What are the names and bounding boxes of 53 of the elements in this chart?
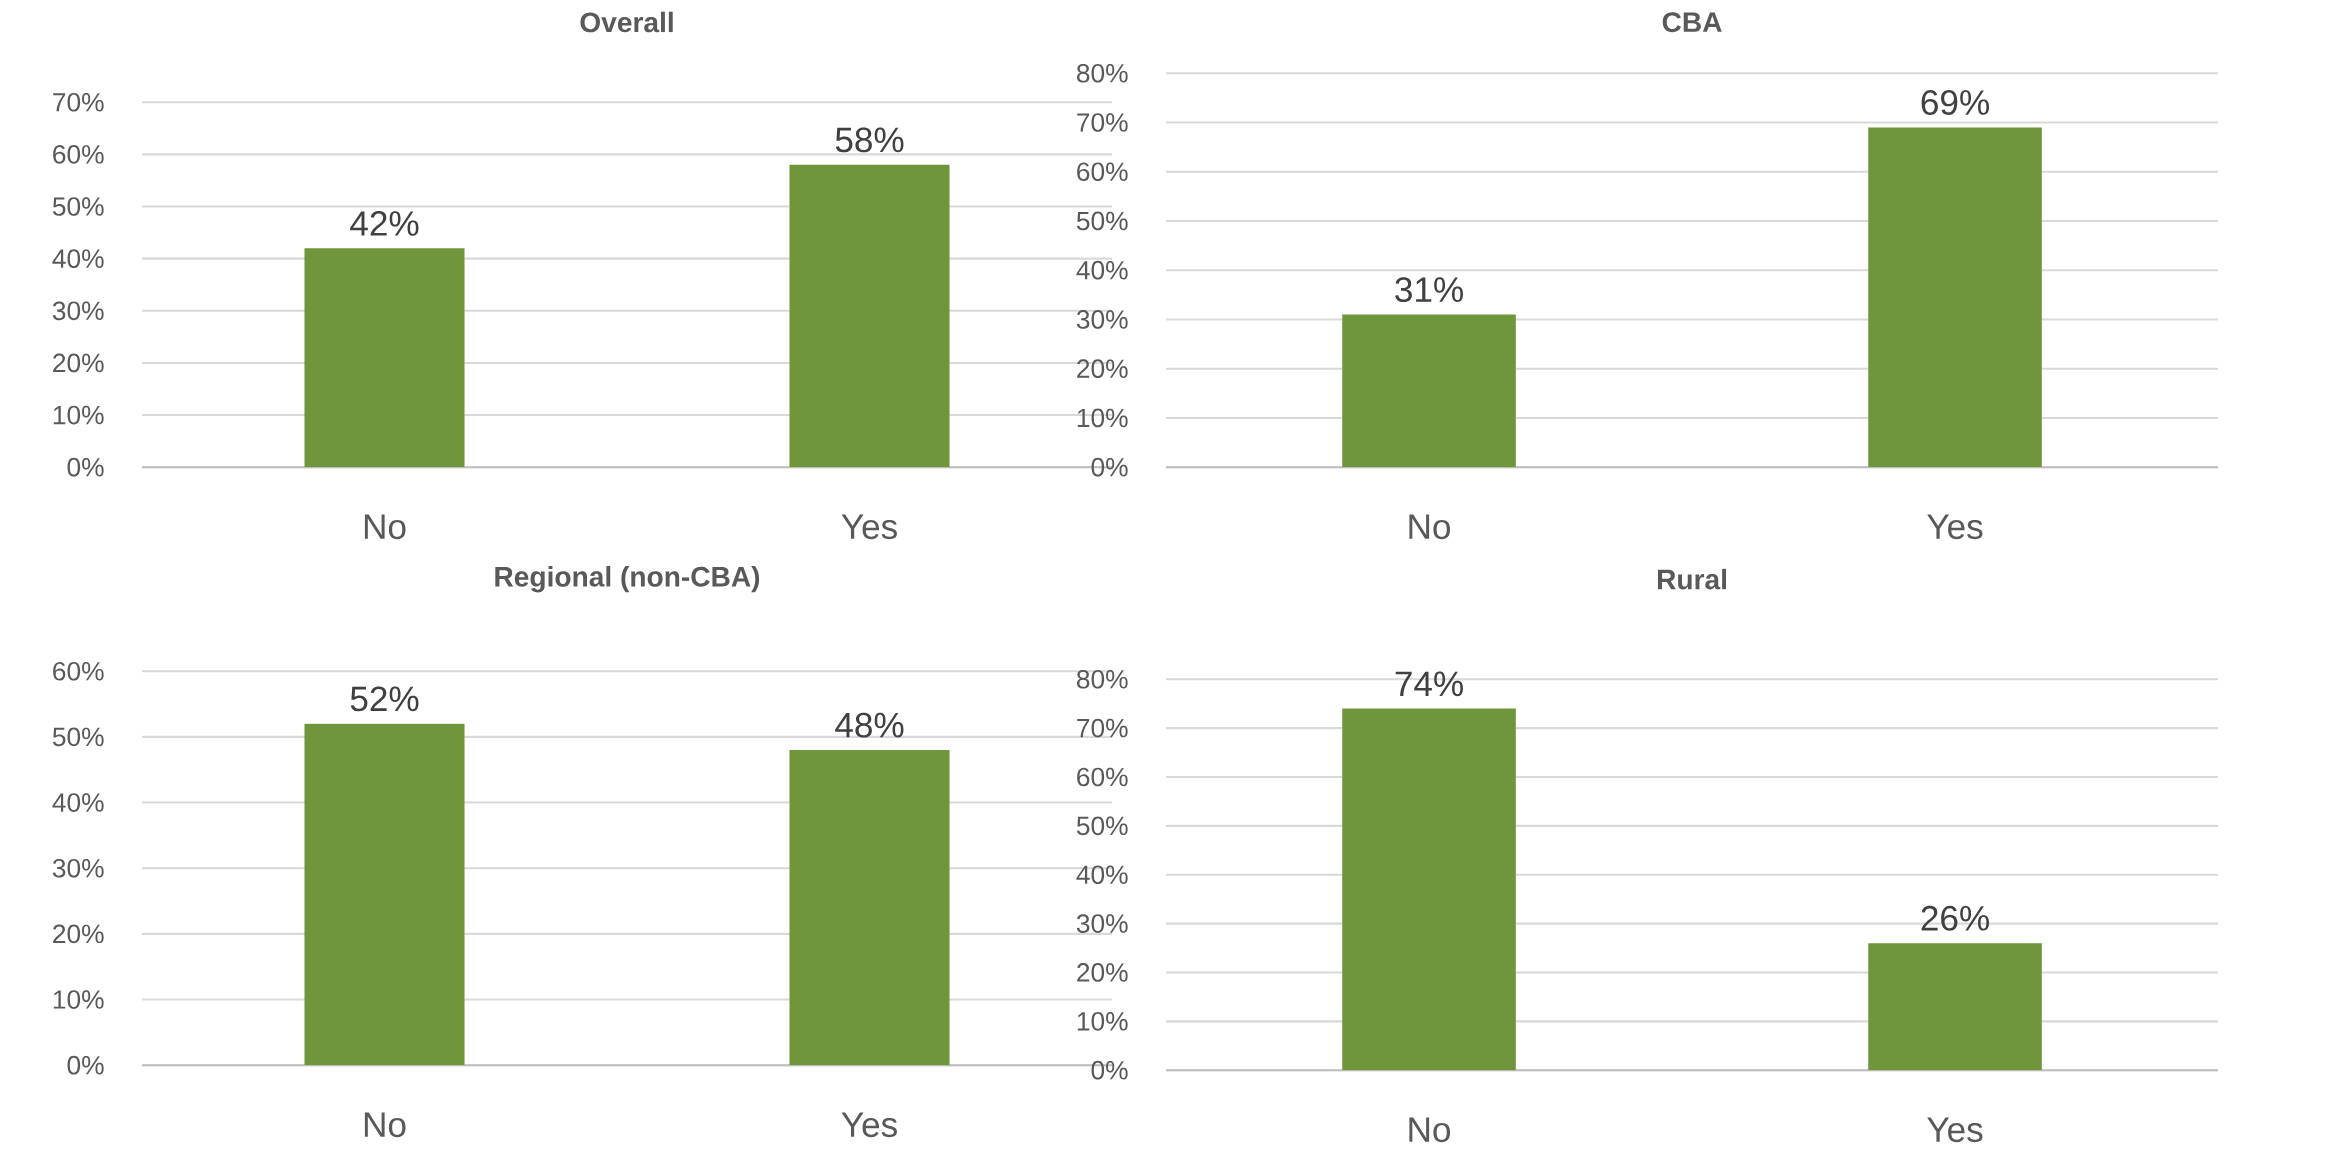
y-tick-label: 10% xyxy=(53,990,104,1009)
x-tick-label: Yes xyxy=(1927,1117,1983,1143)
y-tick-label: 30% xyxy=(52,858,104,878)
y-tick-label: 60% xyxy=(53,145,104,164)
x-tick-label: No xyxy=(1409,1117,1451,1143)
y-tick-label: 20% xyxy=(1077,359,1128,379)
y-tick-label: 40% xyxy=(52,793,104,812)
x-tick-label: Yes xyxy=(1927,514,1983,540)
y-tick-label: 30% xyxy=(1076,914,1128,933)
y-tick-label: 70% xyxy=(1077,113,1128,132)
y-tick-label: 80% xyxy=(1077,63,1128,83)
y-tick-label: 20% xyxy=(1077,963,1128,982)
chart-title: Overall xyxy=(580,11,673,33)
y-tick-label: 0% xyxy=(1091,457,1128,477)
y-tick-label: 60% xyxy=(1077,767,1128,787)
x-tick-label: No xyxy=(364,514,406,540)
data-label: 48% xyxy=(835,712,904,738)
data-label: 74% xyxy=(1395,671,1463,697)
y-tick-label: 40% xyxy=(1076,260,1128,280)
data-label: 42% xyxy=(350,211,419,236)
y-tick-label: 30% xyxy=(52,301,104,321)
data-label: 52% xyxy=(350,686,419,712)
y-tick-label: 10% xyxy=(53,405,104,425)
y-tick-label: 10% xyxy=(1077,408,1128,428)
y-tick-label: 0% xyxy=(67,1055,104,1075)
y-tick-label: 20% xyxy=(53,924,104,944)
data-label: 69% xyxy=(1921,90,1989,116)
y-tick-label: 0% xyxy=(67,457,104,477)
y-tick-label: 0% xyxy=(1091,1060,1128,1080)
y-tick-label: 10% xyxy=(1077,1012,1128,1031)
x-tick-label: Yes xyxy=(841,514,897,540)
y-tick-label: 50% xyxy=(1076,816,1128,836)
x-tick-label: No xyxy=(364,1112,406,1138)
y-tick-label: 60% xyxy=(53,661,104,681)
y-tick-label: 30% xyxy=(1076,310,1128,329)
data-label: 31% xyxy=(1395,277,1463,303)
chart-title: Rural xyxy=(1657,568,1726,590)
data-label: 26% xyxy=(1921,905,1989,931)
data-label: 58% xyxy=(835,127,904,153)
y-tick-label: 70% xyxy=(1077,718,1128,738)
y-tick-label: 50% xyxy=(1076,211,1128,231)
y-tick-label: 40% xyxy=(1076,865,1128,885)
x-tick-label: Yes xyxy=(841,1112,897,1138)
y-tick-label: 50% xyxy=(52,727,104,747)
y-tick-label: 70% xyxy=(53,92,104,112)
x-tick-label: No xyxy=(1409,514,1451,540)
chart-title: CBA xyxy=(1662,12,1722,33)
y-tick-label: 80% xyxy=(1077,669,1128,689)
y-tick-label: 50% xyxy=(52,197,104,216)
y-tick-label: 60% xyxy=(1077,162,1128,182)
y-tick-label: 40% xyxy=(52,249,104,269)
y-tick-label: 20% xyxy=(53,353,104,373)
chart-title: Regional (non-CBA) xyxy=(495,566,760,593)
